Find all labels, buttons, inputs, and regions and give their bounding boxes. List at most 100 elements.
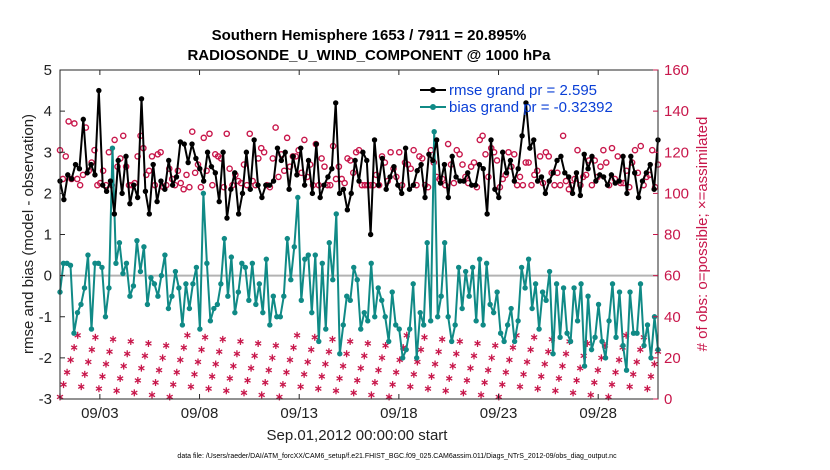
bias-point — [620, 342, 626, 349]
x-tick-label: 09/13 — [280, 405, 318, 422]
obs-assimilated-marker — [438, 335, 446, 343]
obs-assimilated-marker — [463, 376, 471, 384]
obs-assimilated-marker — [219, 335, 227, 343]
rmse-point — [232, 170, 238, 176]
bias-point — [379, 297, 385, 303]
rmse-point — [565, 174, 572, 180]
bias-point — [396, 326, 402, 332]
bias-point — [260, 309, 266, 316]
rmse-point — [461, 178, 467, 184]
bias-point — [368, 260, 374, 266]
obs-assimilated-marker — [70, 344, 78, 352]
bias-point — [176, 285, 182, 291]
bias-point — [235, 289, 242, 295]
rmse-point — [100, 182, 106, 188]
rmse-point — [406, 186, 413, 192]
obs-assimilated-marker — [339, 362, 347, 370]
bias-point — [372, 314, 378, 320]
obs-possible-marker — [260, 148, 268, 156]
y-right-tick-label: 60 — [664, 268, 681, 285]
obs-assimilated-marker — [159, 354, 166, 362]
obs-assimilated-marker — [81, 370, 89, 378]
obs-assimilated-marker — [230, 362, 237, 370]
bias-point — [253, 301, 259, 308]
rmse-point — [329, 166, 335, 172]
obs-possible-marker — [418, 155, 426, 162]
bias-point — [403, 346, 409, 353]
obs-possible-marker — [519, 181, 527, 189]
obs-assimilated-marker — [304, 358, 312, 366]
bias-point — [221, 235, 228, 242]
rmse-point — [620, 153, 626, 160]
obs-assimilated-marker — [194, 358, 202, 366]
obs-possible-marker — [631, 146, 639, 154]
bias-point — [473, 318, 479, 324]
rmse-point — [503, 170, 510, 176]
y-tick-label: 0 — [44, 268, 52, 285]
bias-point — [319, 260, 325, 266]
obs-assimilated-marker — [102, 360, 110, 368]
obs-assimilated-marker — [357, 364, 365, 372]
rmse-point — [251, 137, 257, 143]
y-axis-label-left: rmse and bias (model - observation) — [20, 114, 37, 354]
bias-point — [616, 289, 623, 295]
obs-assimilated-marker — [332, 387, 340, 395]
rmse-point — [255, 182, 261, 188]
rmse-point — [418, 161, 424, 168]
bias-point — [74, 309, 81, 316]
obs-assimilated-marker — [541, 360, 549, 368]
obs-possible-marker — [200, 134, 208, 142]
obs-assimilated-marker — [442, 387, 450, 395]
x-tick-label: 09/08 — [181, 405, 219, 422]
obs-assimilated-marker — [130, 389, 138, 397]
rmse-point — [123, 153, 129, 160]
rmse-point — [635, 194, 642, 201]
bias-point — [634, 330, 640, 336]
rmse-point — [212, 170, 219, 176]
rmse-point — [166, 157, 172, 164]
rmse-point — [628, 153, 634, 160]
obs-possible-marker — [536, 153, 544, 160]
rmse-point — [476, 161, 483, 168]
bias-point — [424, 240, 430, 246]
rmse-point — [546, 178, 552, 184]
obs-assimilated-marker — [488, 354, 496, 362]
bias-point — [508, 305, 514, 312]
rmse-point — [457, 178, 463, 184]
bias-point — [644, 322, 651, 328]
rmse-point — [472, 182, 479, 188]
bias-point — [637, 281, 644, 287]
obs-possible-marker — [510, 151, 518, 158]
bias-point — [365, 318, 371, 324]
rmse-point — [290, 153, 296, 160]
rmse-point — [193, 155, 199, 162]
obs-assimilated-marker — [523, 358, 531, 366]
bias-point — [539, 289, 546, 295]
obs-assimilated-marker — [198, 346, 205, 354]
bias-point — [165, 305, 172, 312]
obs-assimilated-marker — [389, 381, 396, 389]
bias-point — [281, 293, 287, 299]
bias-point — [120, 270, 126, 277]
obs-assimilated-marker — [138, 364, 145, 372]
obs-assimilated-marker — [84, 358, 92, 366]
rmse-point — [88, 161, 94, 168]
bias-point — [438, 293, 444, 299]
legend-rmse-label: rmse grand pr = 2.595 — [449, 82, 597, 99]
rmse-point — [523, 100, 529, 106]
bias-point — [172, 268, 179, 275]
rmse-point — [379, 155, 385, 162]
bias-point — [389, 289, 395, 295]
bias-point — [183, 281, 189, 287]
rmse-point — [216, 198, 222, 205]
bias-point — [333, 211, 339, 217]
obs-possible-marker — [186, 183, 193, 191]
obs-assimilated-marker — [392, 368, 400, 376]
obs-assimilated-marker — [626, 383, 634, 391]
obs-assimilated-marker — [311, 333, 319, 341]
bias-point — [400, 355, 406, 361]
obs-assimilated-marker — [180, 344, 188, 352]
bias-point — [193, 264, 200, 271]
bias-point — [291, 244, 298, 250]
obs-assimilated-marker — [615, 356, 623, 364]
